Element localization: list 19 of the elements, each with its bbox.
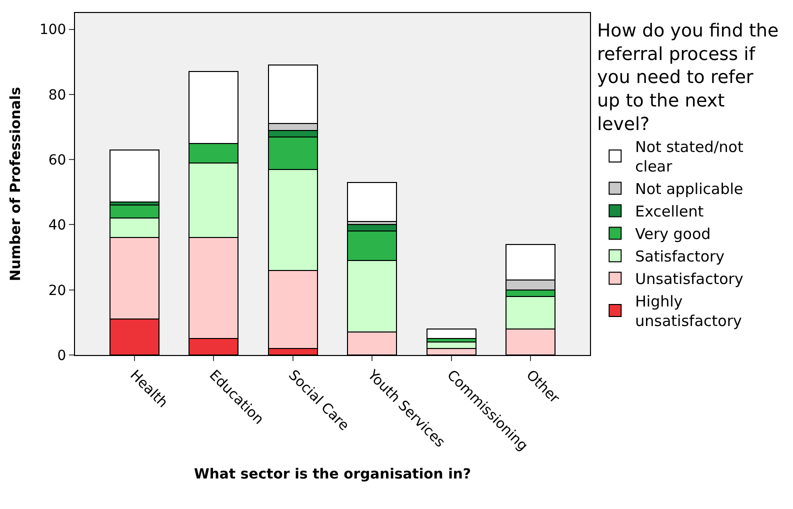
legend-label: Unsatisfactory — [635, 270, 744, 288]
bar — [109, 149, 160, 202]
legend-label: Satisfactory — [635, 248, 725, 266]
y-tick-label: 100 — [39, 22, 66, 38]
legend-title: How do you find the referral process if you need to refer up to the next level? — [597, 20, 779, 135]
legend-label: Highly unsatisfactory — [635, 292, 742, 330]
y-tick-label: 40 — [48, 218, 66, 234]
legend-label: Not stated/not clear — [635, 138, 744, 176]
y-tick-label: 0 — [57, 348, 66, 364]
legend-label: Not applicable — [635, 180, 744, 198]
legend-label: Excellent — [635, 202, 704, 221]
y-tick-label: 60 — [48, 152, 66, 168]
y-tick-label: 20 — [48, 282, 66, 299]
bar — [347, 182, 398, 222]
bar — [426, 328, 476, 340]
legend-label: Very good — [635, 225, 711, 244]
y-tick-label: 80 — [48, 87, 66, 104]
y-axis-title: Number of Professionals — [8, 86, 24, 282]
x-axis-title: What sector is the organisation in? — [194, 466, 472, 483]
